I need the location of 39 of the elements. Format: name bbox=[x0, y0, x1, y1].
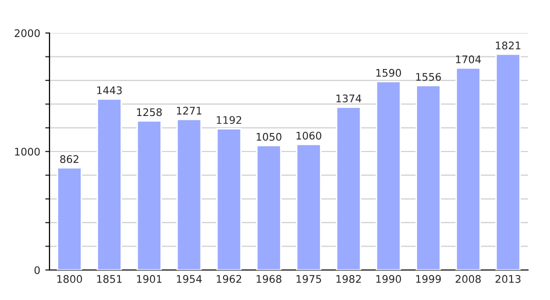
data-label: 1060 bbox=[296, 132, 322, 140]
data-label: 1443 bbox=[97, 86, 122, 94]
data-label: 1050 bbox=[256, 132, 282, 141]
bar bbox=[296, 144, 322, 270]
y-tick-label: 1000 bbox=[15, 148, 40, 156]
data-label: 1590 bbox=[376, 68, 401, 77]
x-tick-label: 1990 bbox=[376, 275, 401, 283]
bar bbox=[256, 144, 282, 270]
bar bbox=[56, 167, 82, 270]
x-tick-label: 1975 bbox=[296, 275, 322, 283]
data-label: 1556 bbox=[416, 72, 441, 81]
bar bbox=[216, 128, 242, 270]
x-tick-label: 2013 bbox=[496, 275, 520, 283]
x-tick-label: 1800 bbox=[57, 275, 82, 283]
x-tick-label: 1901 bbox=[137, 275, 162, 283]
bar bbox=[495, 54, 521, 270]
y-tick-label: 2000 bbox=[14, 29, 40, 38]
bar bbox=[376, 80, 402, 270]
x-tick-label: 1968 bbox=[256, 275, 282, 283]
data-label: 1374 bbox=[336, 94, 362, 102]
x-tick-label: 2008 bbox=[456, 275, 481, 283]
data-label: 1704 bbox=[456, 55, 481, 64]
x-tick-label: 1999 bbox=[416, 275, 441, 283]
x-tick-label: 1982 bbox=[336, 275, 361, 283]
y-tick-label: 0 bbox=[34, 266, 40, 274]
data-label: 1192 bbox=[216, 116, 242, 124]
bar bbox=[336, 106, 362, 270]
bar bbox=[136, 120, 162, 270]
bar bbox=[416, 84, 441, 270]
x-tick-label: 1851 bbox=[97, 275, 122, 283]
x-tick-label: 1954 bbox=[176, 275, 202, 283]
bar bbox=[176, 118, 202, 270]
x-tick-label: 1962 bbox=[216, 275, 242, 283]
data-label: 862 bbox=[60, 155, 78, 164]
data-label: 1258 bbox=[137, 108, 162, 116]
bar bbox=[96, 98, 122, 270]
data-label: 1271 bbox=[176, 106, 202, 114]
bar bbox=[456, 67, 481, 270]
data-label: 1821 bbox=[496, 42, 520, 50]
